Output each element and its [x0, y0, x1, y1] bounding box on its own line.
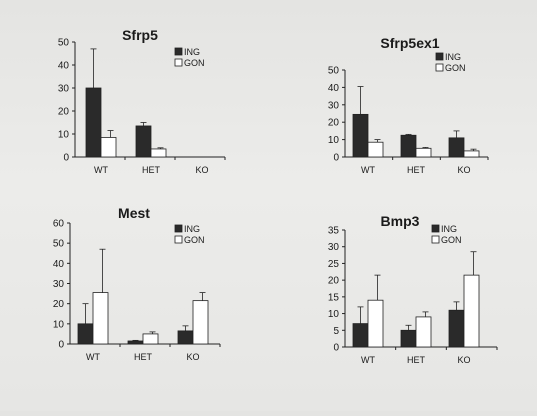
legend-swatch-gon	[431, 235, 440, 244]
legend-swatch-ing	[174, 224, 183, 233]
y-tick-label: 10	[53, 319, 65, 330]
x-category-label: WT	[94, 165, 108, 175]
y-tick-label: 30	[328, 242, 340, 253]
y-tick-label: 10	[58, 130, 70, 141]
y-tick-label: 60	[53, 219, 65, 230]
bar-ing-het	[127, 340, 144, 345]
y-tick-label: 20	[53, 299, 65, 310]
x-category-label: KO	[186, 352, 199, 362]
x-category-label: WT	[361, 165, 375, 175]
bar-ing-wt	[352, 323, 369, 348]
legend-label-ing: ING	[184, 224, 200, 234]
y-tick-label: 0	[63, 153, 69, 164]
y-tick-label: 25	[328, 259, 340, 270]
y-tick-label: 20	[328, 118, 340, 129]
legend-label-gon: GON	[184, 235, 205, 245]
x-category-label: KO	[457, 355, 470, 365]
bar-ing-wt	[77, 323, 94, 345]
y-tick-label: 50	[58, 38, 70, 49]
legend-label-ing: ING	[445, 52, 461, 62]
y-tick-label: 35	[328, 226, 340, 237]
bar-gon-wt	[92, 292, 109, 345]
x-category-label: WT	[86, 352, 100, 362]
chart-title: Bmp3	[381, 213, 420, 229]
y-tick-label: 15	[328, 292, 340, 303]
y-tick-label: 50	[53, 239, 65, 250]
y-tick-label: 20	[58, 107, 70, 118]
bar-gon-wt	[367, 299, 384, 348]
bar-ing-wt	[352, 113, 369, 158]
bar-gon-wt	[100, 137, 117, 158]
y-tick-label: 10	[328, 309, 340, 320]
x-category-label: HET	[407, 355, 426, 365]
legend-label-gon: GON	[184, 58, 205, 68]
bar-gon-wt	[367, 141, 384, 158]
bar-ing-ko	[448, 137, 465, 158]
x-category-label: HET	[134, 352, 153, 362]
y-tick-label: 30	[58, 84, 70, 95]
x-category-label: KO	[195, 165, 208, 175]
y-tick-label: 5	[333, 326, 339, 337]
legend-swatch-ing	[435, 52, 444, 61]
chart-title: Sfrp5ex1	[380, 35, 439, 51]
legend-swatch-ing	[431, 224, 440, 233]
bar-ing-wt	[85, 87, 102, 158]
y-tick-label: 40	[53, 259, 65, 270]
y-tick-label: 30	[53, 279, 65, 290]
legend-swatch-ing	[174, 47, 183, 56]
bar-gon-ko	[463, 150, 480, 158]
y-tick-label: 50	[328, 66, 340, 77]
legend-label-ing: ING	[184, 47, 200, 57]
bar-gon-ko	[463, 274, 480, 348]
bar-gon-het	[150, 148, 167, 158]
legend-swatch-gon	[435, 63, 444, 72]
legend-swatch-gon	[174, 235, 183, 244]
bar-ing-het	[400, 329, 417, 348]
chart-title: Mest	[118, 205, 150, 221]
x-category-label: WT	[361, 355, 375, 365]
bar-gon-ko	[192, 300, 209, 345]
y-tick-label: 0	[333, 343, 339, 354]
bar-gon-het	[142, 333, 159, 345]
bar-ing-het	[135, 125, 152, 158]
y-tick-label: 0	[333, 153, 339, 164]
legend-label-ing: ING	[441, 224, 457, 234]
legend-label-gon: GON	[441, 235, 462, 245]
x-category-label: KO	[457, 165, 470, 175]
legend-label-gon: GON	[445, 63, 466, 73]
y-tick-label: 20	[328, 276, 340, 287]
bar-ing-het	[400, 134, 417, 158]
y-tick-label: 0	[58, 340, 64, 351]
x-category-label: HET	[407, 165, 426, 175]
x-category-label: HET	[142, 165, 161, 175]
y-tick-label: 40	[328, 83, 340, 94]
y-tick-label: 10	[328, 135, 340, 146]
chart-title: Sfrp5	[122, 27, 158, 43]
y-tick-label: 30	[328, 100, 340, 111]
legend-swatch-gon	[174, 58, 183, 67]
bar-gon-het	[415, 147, 432, 158]
bar-ing-ko	[177, 330, 194, 345]
y-tick-label: 40	[58, 61, 70, 72]
bar-gon-het	[415, 316, 432, 348]
bar-ing-ko	[448, 309, 465, 348]
